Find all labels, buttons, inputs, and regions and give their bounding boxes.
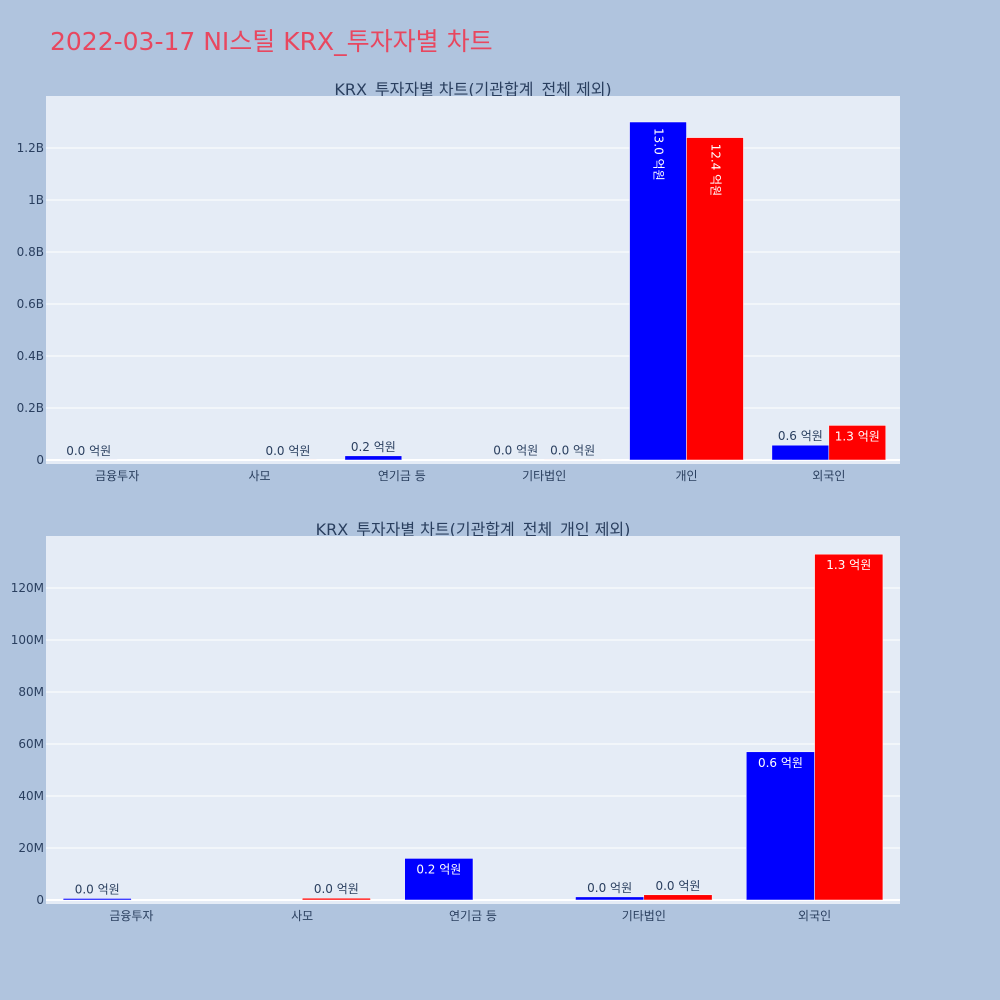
bar-label: 0.0 억원 (66, 444, 111, 458)
bar-label: 0.2 억원 (416, 862, 461, 876)
bar (814, 553, 884, 901)
bar-label: 0.0 억원 (550, 443, 595, 457)
bar-label: 0.0 억원 (265, 444, 310, 458)
bar (686, 137, 744, 461)
bar-label: 0.0 억원 (493, 444, 538, 458)
chart-excluding-individuals: KRX_투자자별 차트(기관합계_전체_개인 제외) 0 20M 40M 60M 80M… (11, 520, 900, 923)
bar (301, 897, 371, 901)
y-tick-label: 0 (36, 893, 44, 907)
bar-label: 0.6 억원 (778, 429, 823, 443)
y-tick-label: 120M (11, 581, 44, 595)
bar-label: 12.4 억원 (708, 144, 722, 197)
y-tick-label: 0.4B (17, 349, 44, 363)
bar (629, 121, 687, 461)
x-tick-label: 기타법인 (622, 909, 666, 923)
y-tick-label: 1.2B (17, 141, 44, 155)
bar-label: 0.0 억원 (587, 881, 632, 895)
y-tick-label: 0.6B (17, 297, 44, 311)
bar (828, 425, 887, 461)
bar (344, 455, 403, 461)
chart-title: KRX_투자자별 차트(기관합계_전체_개인 제외) (316, 520, 631, 540)
bar-label: 13.0 억원 (652, 128, 666, 181)
y-tick-label: 1B (28, 193, 44, 207)
bar (404, 858, 474, 901)
y-tick-label: 0.2B (17, 401, 44, 415)
bar-label: 0.0 억원 (655, 879, 700, 893)
chart-title: KRX_투자자별 차트(기관합계_전체 제외) (334, 80, 611, 100)
y-tick-label: 0 (36, 453, 44, 467)
bar (543, 459, 602, 461)
bar (643, 894, 713, 901)
chart-all-investors: KRX_투자자별 차트(기관합계_전체 제외) 0 0.2B 0.4B 0.6B 0.8… (17, 80, 900, 483)
x-tick-label: 기타법인 (522, 469, 566, 483)
bar (771, 444, 830, 461)
x-tick-label: 금융투자 (109, 909, 153, 923)
y-tick-label: 20M (18, 841, 44, 855)
y-tick-label: 60M (18, 737, 44, 751)
bar (62, 898, 132, 901)
bar-label: 0.2 억원 (351, 440, 396, 454)
x-tick-label: 연기금 등 (378, 469, 426, 483)
x-tick-label: 외국인 (798, 909, 831, 923)
bar-label: 0.0 억원 (314, 882, 359, 896)
x-tick-label: 사모 (248, 469, 270, 483)
y-tick-label: 100M (11, 633, 44, 647)
x-tick-label: 개인 (675, 469, 697, 483)
x-tick-label: 외국인 (812, 469, 845, 483)
page-title: 2022-03-17 NI스틸 KRX_투자자별 차트 (50, 27, 493, 56)
bar (575, 896, 645, 901)
bar-label: 0.0 억원 (75, 882, 120, 896)
bar-label: 1.3 억원 (835, 429, 880, 443)
plot-background (46, 96, 900, 464)
x-tick-label: 금융투자 (95, 469, 139, 483)
bar-label: 0.6 억원 (758, 756, 803, 770)
x-tick-label: 사모 (291, 909, 313, 923)
y-tick-label: 0.8B (17, 245, 44, 259)
y-tick-label: 80M (18, 685, 44, 699)
x-tick-label: 연기금 등 (449, 909, 497, 923)
y-tick-label: 40M (18, 789, 44, 803)
bar-label: 1.3 억원 (826, 558, 871, 572)
bar (746, 751, 815, 901)
